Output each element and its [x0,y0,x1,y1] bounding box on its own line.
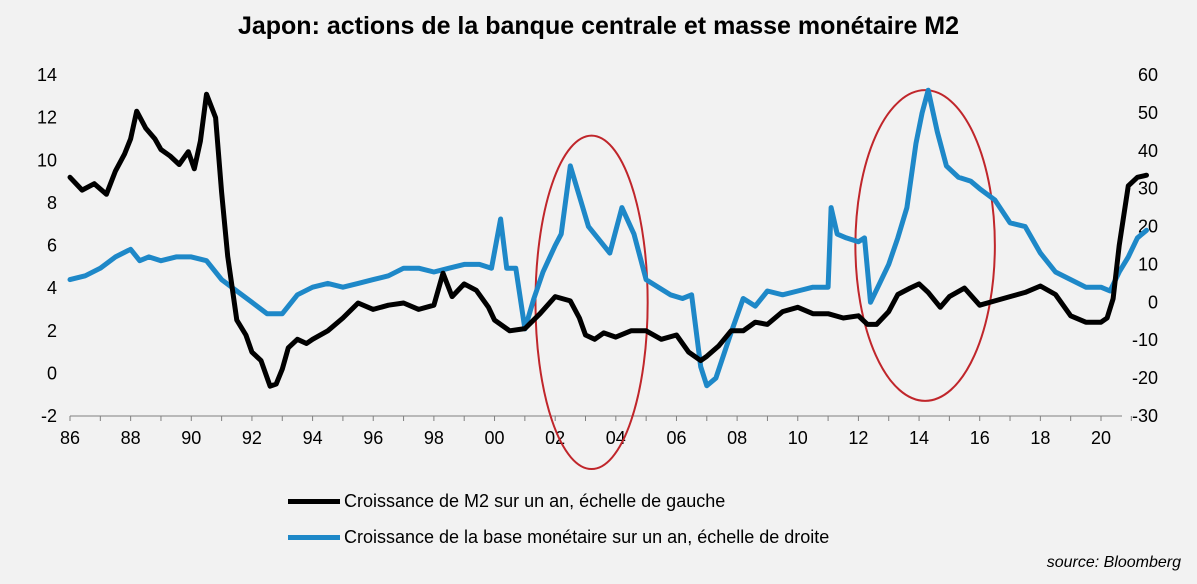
series-layer [67,87,1149,389]
legend-entry-m2: Croissance de M2 sur un an, échelle de g… [288,491,725,512]
x-tick-label: 16 [970,428,990,448]
x-tick-label: 04 [606,428,626,448]
chart-title: Japon: actions de la banque centrale et … [237,12,960,40]
legend-swatch-base [288,535,340,540]
legend-entry-base: Croissance de la base monétaire sur un a… [288,527,829,548]
y-right-tick-label: -10 [1132,330,1158,350]
x-tick-label: 06 [666,428,686,448]
y-right-tick-label: 30 [1138,179,1158,199]
highlight-ellipse-1 [534,134,649,471]
x-tick-label: 92 [242,428,262,448]
legend-label-m2: Croissance de M2 sur un an, échelle de g… [344,491,726,511]
x-tick-label: 14 [909,428,929,448]
x-tick-label: 88 [121,428,141,448]
x-tick-label: 08 [727,428,747,448]
y-left-tick-label: 14 [37,65,57,85]
y-left-tick-label: -2 [41,406,57,426]
y-right-tick-label: 40 [1138,141,1158,161]
series-line-m2 [67,91,1149,389]
y-left-tick-label: 10 [37,150,57,170]
source-note: source: Bloomberg [1046,554,1181,571]
highlight-ellipse-2 [854,89,996,402]
y-right-tick-label: -20 [1132,368,1158,388]
series-line-base [67,87,1149,389]
legend-swatch-m2 [288,499,340,504]
axes-layer [69,415,1132,421]
y-right-tick-label: 60 [1138,65,1158,85]
y-left-tick-label: 4 [47,278,57,298]
y-left-tick-label: 0 [47,363,57,383]
y-left-tick-label: 2 [47,321,57,341]
x-tick-label: 94 [303,428,323,448]
x-tick-label: 12 [848,428,868,448]
x-tick-label: 02 [545,428,565,448]
x-tick-label: 90 [181,428,201,448]
y-left-tick-label: 12 [37,108,57,128]
x-tick-label: 96 [363,428,383,448]
y-right-tick-label: 50 [1138,103,1158,123]
x-tick-label: 18 [1030,428,1050,448]
legend-label-base: Croissance de la base monétaire sur un a… [344,527,830,547]
y-right-tick-label: -30 [1132,406,1158,426]
x-tick-label: 10 [788,428,808,448]
y-left-tick-label: 6 [47,236,57,256]
y-right-tick-label: 10 [1138,254,1158,274]
x-tick-label: 98 [424,428,444,448]
x-tick-label: 20 [1091,428,1111,448]
x-tick-label: 86 [60,428,80,448]
y-left-tick-label: 8 [47,193,57,213]
x-tick-label: 00 [485,428,505,448]
y-right-tick-label: 0 [1148,292,1158,312]
annotation-layer [534,89,996,471]
ticks-layer: 86 88 90 92 94 96 98 00 02 04 06 08 10 12 14 16 18 201412… [37,65,1158,448]
